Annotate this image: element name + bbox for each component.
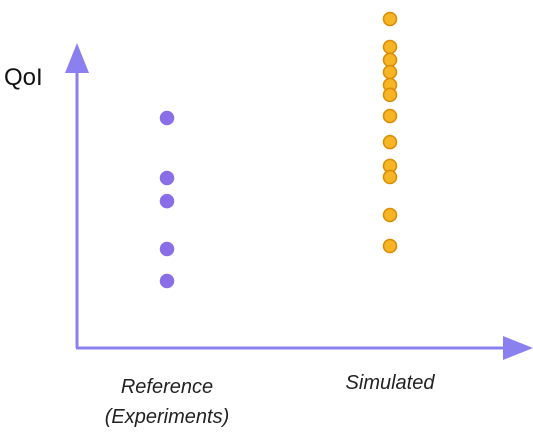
data-point <box>382 64 398 80</box>
data-point <box>159 110 175 126</box>
data-point <box>159 170 175 186</box>
data-point <box>382 52 398 68</box>
data-point <box>159 273 175 289</box>
x-tick-label: Simulated <box>345 372 435 394</box>
data-point <box>382 11 398 27</box>
data-point <box>382 134 398 150</box>
data-point <box>159 241 175 257</box>
y-axis-label: QoI <box>4 64 43 91</box>
data-point <box>382 238 398 254</box>
data-point <box>382 207 398 223</box>
data-point <box>382 87 398 103</box>
data-point <box>159 193 175 209</box>
x-tick-label: Reference (Experiments) <box>104 376 230 428</box>
data-point <box>382 169 398 185</box>
data-point <box>382 39 398 55</box>
data-point <box>382 108 398 124</box>
